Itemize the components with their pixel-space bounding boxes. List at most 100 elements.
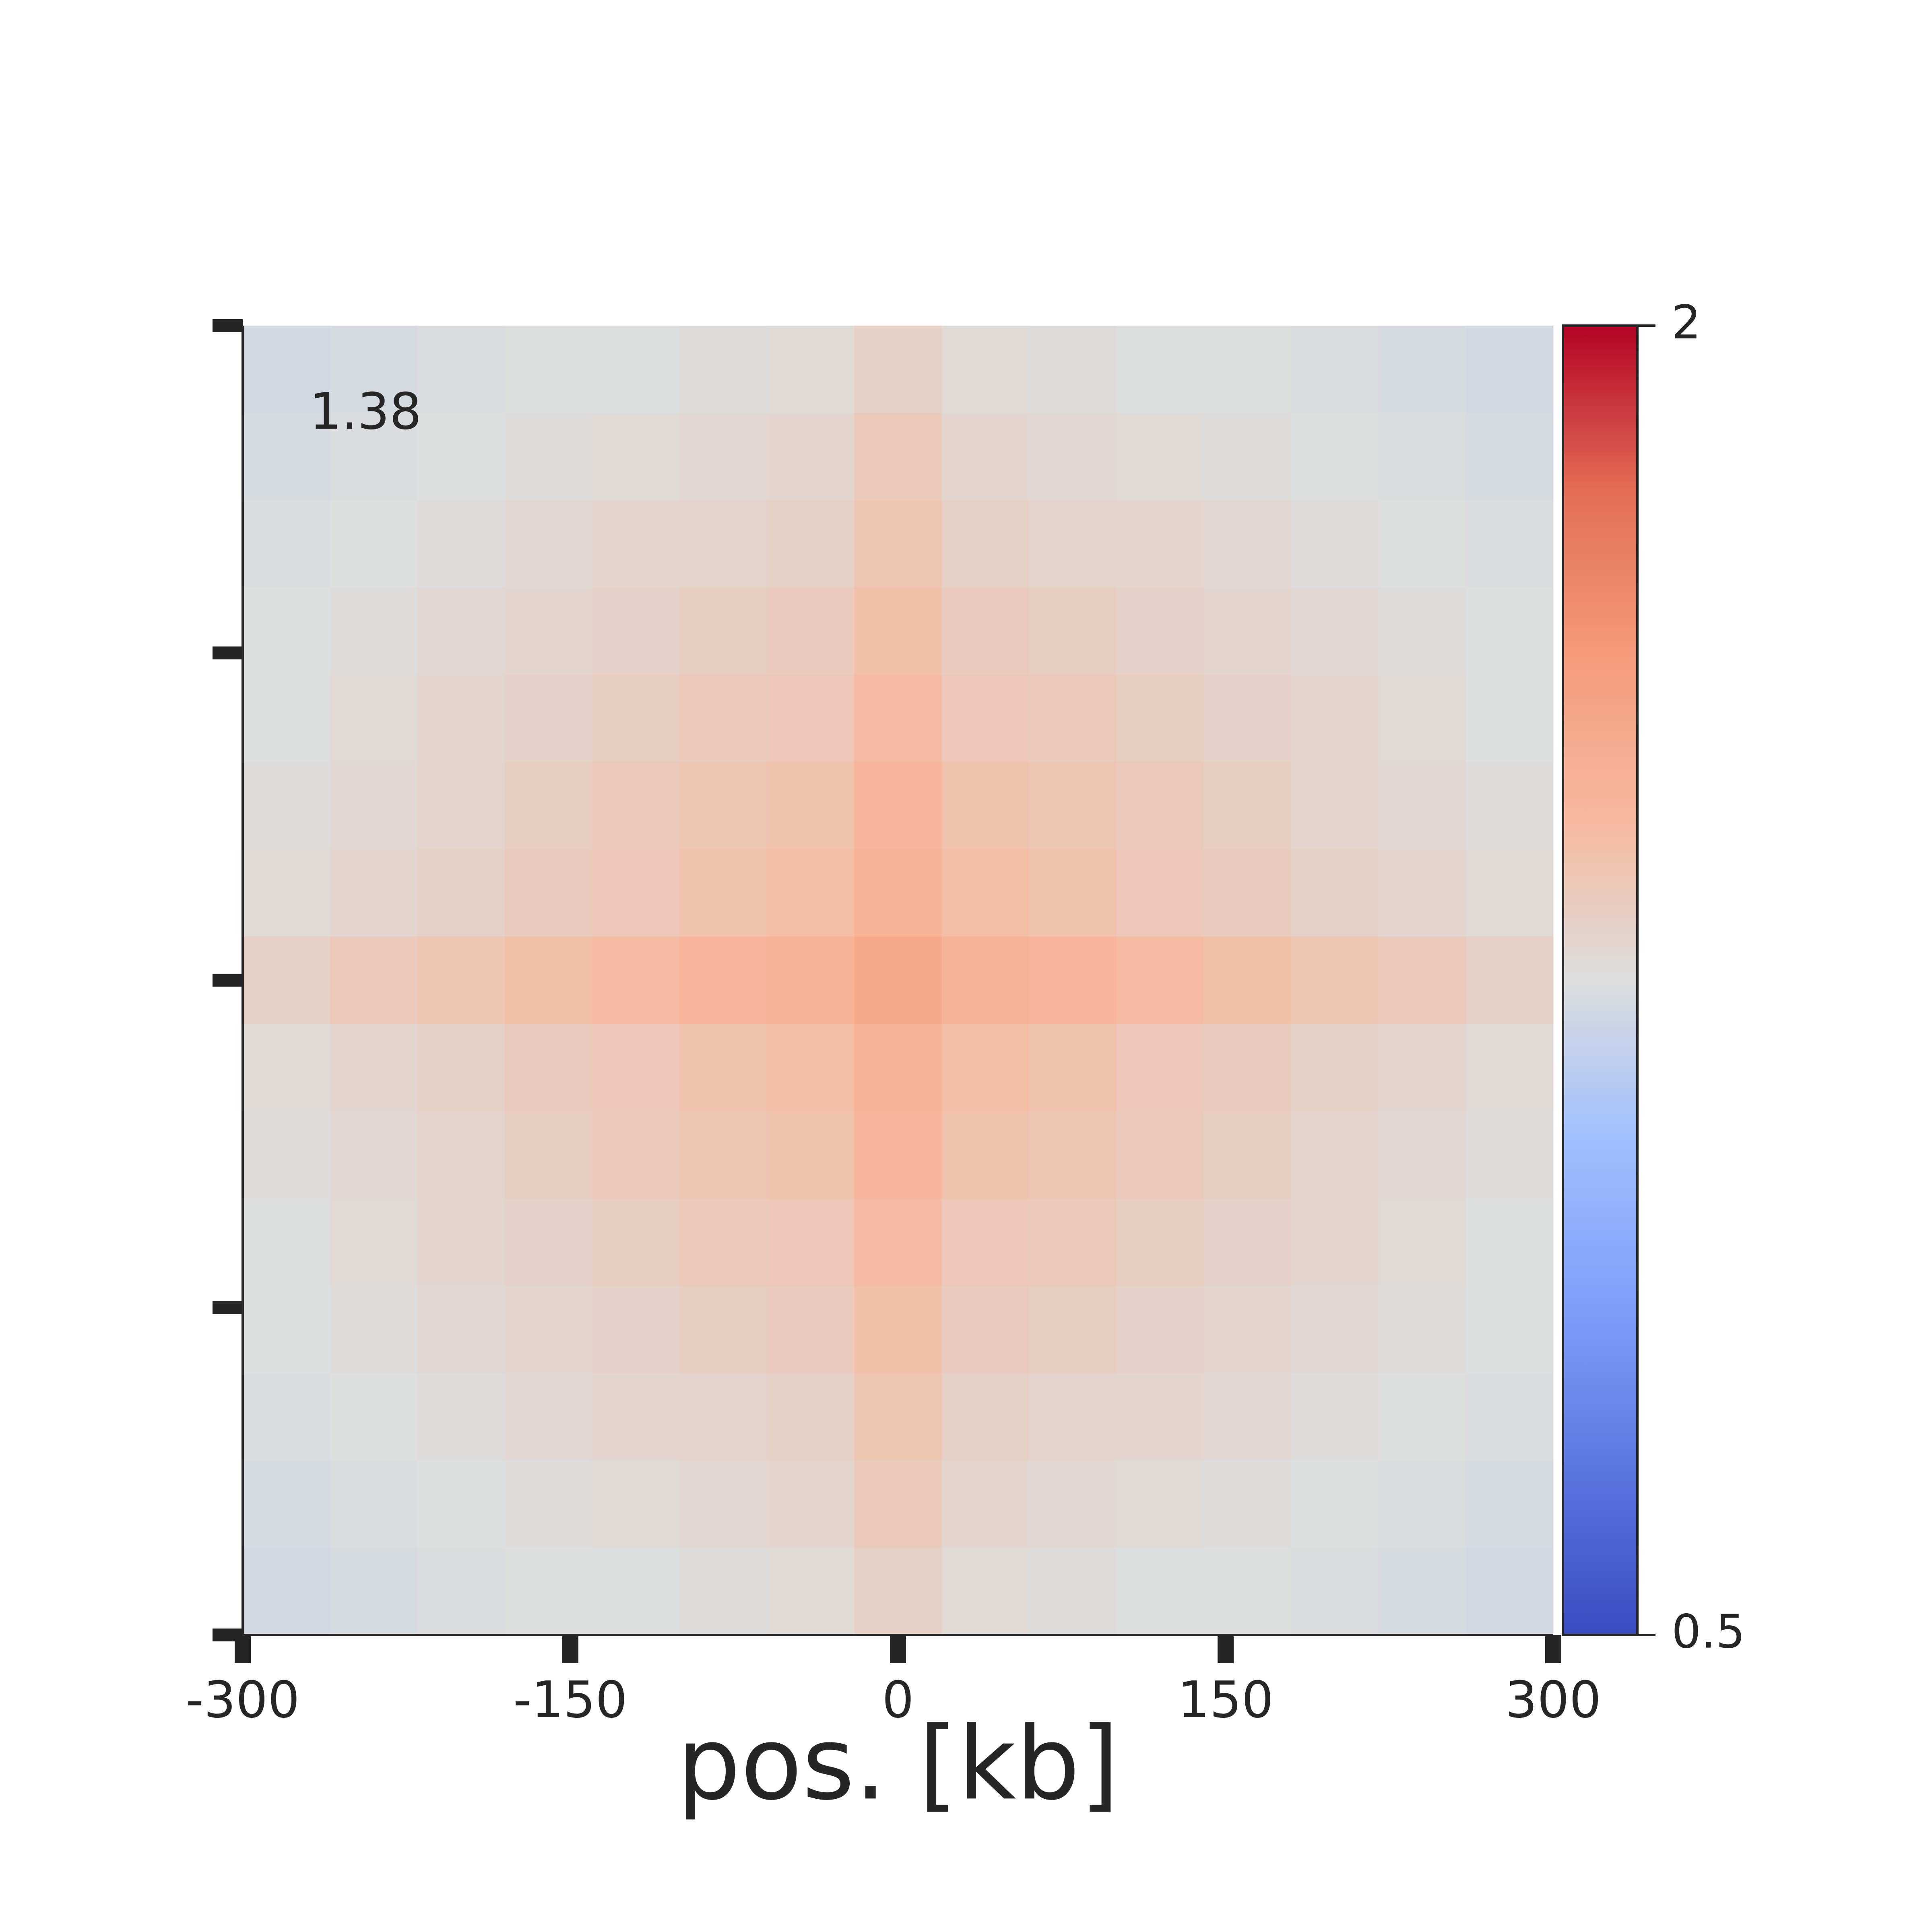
heatmap-cell	[1378, 1460, 1466, 1548]
heatmap-cell	[941, 587, 1030, 675]
heatmap-cell	[417, 500, 505, 588]
heatmap-cell	[330, 1373, 418, 1461]
heatmap-cell	[592, 1111, 680, 1199]
heatmap-cell	[1291, 849, 1379, 937]
heatmap-cell	[767, 1198, 855, 1286]
heatmap-cell	[417, 1373, 505, 1461]
heatmap-cell	[1466, 1024, 1554, 1112]
heatmap-cell	[854, 1024, 942, 1112]
heatmap-cell	[941, 1111, 1030, 1199]
heatmap-cell	[1466, 413, 1554, 501]
heatmap-cell	[1203, 1548, 1292, 1635]
heatmap-cell	[1029, 762, 1117, 850]
heatmap-cell	[1466, 500, 1554, 588]
heatmap-cell	[417, 326, 505, 413]
heatmap-cell	[243, 1024, 330, 1112]
heatmap-cell	[417, 1198, 505, 1286]
heatmap-cell	[854, 1373, 942, 1461]
heatmap-cell	[1466, 326, 1554, 413]
heatmap-cell	[854, 1460, 942, 1548]
heatmap-cell	[767, 1286, 855, 1373]
heatmap-cell	[417, 1024, 505, 1112]
heatmap-cell	[417, 1460, 505, 1548]
heatmap-cell	[1466, 1286, 1554, 1373]
heatmap-cell	[679, 937, 767, 1024]
heatmap-cell	[417, 413, 505, 501]
heatmap-cell	[1116, 587, 1204, 675]
heatmap-cell	[1116, 675, 1204, 762]
x-tick-label: 300	[1505, 1671, 1602, 1729]
heatmap-cell	[1029, 675, 1117, 762]
heatmap-cell	[1466, 937, 1554, 1024]
heatmap-cell	[679, 1548, 767, 1635]
heatmap-cell	[679, 762, 767, 850]
heatmap-cell	[1291, 1460, 1379, 1548]
heatmap-cell	[1203, 1111, 1292, 1199]
heatmap-cell	[243, 1460, 330, 1548]
heatmap-cell	[854, 413, 942, 501]
heatmap-cell	[505, 1286, 592, 1373]
heatmap-cell	[243, 1548, 330, 1635]
heatmap-cell	[854, 1548, 942, 1635]
heatmap-cell	[1029, 1111, 1117, 1199]
heatmap-cell	[1116, 1198, 1204, 1286]
heatmap-cell	[1116, 326, 1204, 413]
heatmap-cell	[330, 762, 418, 850]
heatmap-cell	[679, 1373, 767, 1461]
heatmap-cell	[417, 849, 505, 937]
heatmap-cell	[1291, 413, 1379, 501]
heatmap-cell	[330, 587, 418, 675]
heatmap-cell	[1203, 326, 1292, 413]
heatmap-cell	[505, 675, 592, 762]
heatmap-cell	[417, 1111, 505, 1199]
heatmap-cell	[854, 937, 942, 1024]
heatmap-cell	[592, 1460, 680, 1548]
heatmap-cell	[941, 1548, 1030, 1635]
heatmap-cell	[679, 1198, 767, 1286]
heatmap-cell	[417, 587, 505, 675]
heatmap-cell	[243, 1198, 330, 1286]
heatmap-cell	[1029, 1024, 1117, 1112]
heatmap-cell	[1029, 1373, 1117, 1461]
x-tick-label: 0	[882, 1671, 914, 1729]
heatmap-cell	[592, 1548, 680, 1635]
heatmap-cell	[1291, 326, 1379, 413]
heatmap-cell	[505, 1111, 592, 1199]
heatmap-cell	[767, 849, 855, 937]
heatmap-cell	[1291, 1548, 1379, 1635]
heatmap-cell	[243, 500, 330, 588]
heatmap-cell	[854, 500, 942, 588]
heatmap-cell	[1029, 1198, 1117, 1286]
heatmap-cell	[1466, 849, 1554, 937]
heatmap-cell	[1116, 1024, 1204, 1112]
heatmap-cell	[1466, 1111, 1554, 1199]
heatmap-cell	[1203, 675, 1292, 762]
heatmap-cell	[767, 1548, 855, 1635]
heatmap-cell	[1029, 500, 1117, 588]
heatmap-cell	[1203, 762, 1292, 850]
heatmap-cell	[1203, 1286, 1292, 1373]
heatmap-cell	[1029, 413, 1117, 501]
heatmap-cell	[1203, 849, 1292, 937]
heatmap-cell	[1203, 500, 1292, 588]
heatmap-cell	[941, 1198, 1030, 1286]
heatmap-cell	[767, 1111, 855, 1199]
heatmap-cell	[1116, 937, 1204, 1024]
heatmap-cell	[243, 587, 330, 675]
heatmap-cell	[854, 762, 942, 850]
heatmap-cell	[243, 675, 330, 762]
heatmap-cell	[767, 500, 855, 588]
heatmap-cell	[1203, 1373, 1292, 1461]
heatmap-cell	[941, 326, 1030, 413]
heatmap-cell	[1378, 413, 1466, 501]
colorbar-tick-label: 0.5	[1672, 1605, 1745, 1659]
heatmap-cell	[330, 1024, 418, 1112]
heatmap-cell	[505, 1373, 592, 1461]
heatmap-cell	[941, 762, 1030, 850]
heatmap-cell	[505, 500, 592, 588]
heatmap-cell	[1378, 762, 1466, 850]
heatmap-cell	[1291, 675, 1379, 762]
heatmap-cell	[417, 762, 505, 850]
heatmap-cell	[243, 1373, 330, 1461]
